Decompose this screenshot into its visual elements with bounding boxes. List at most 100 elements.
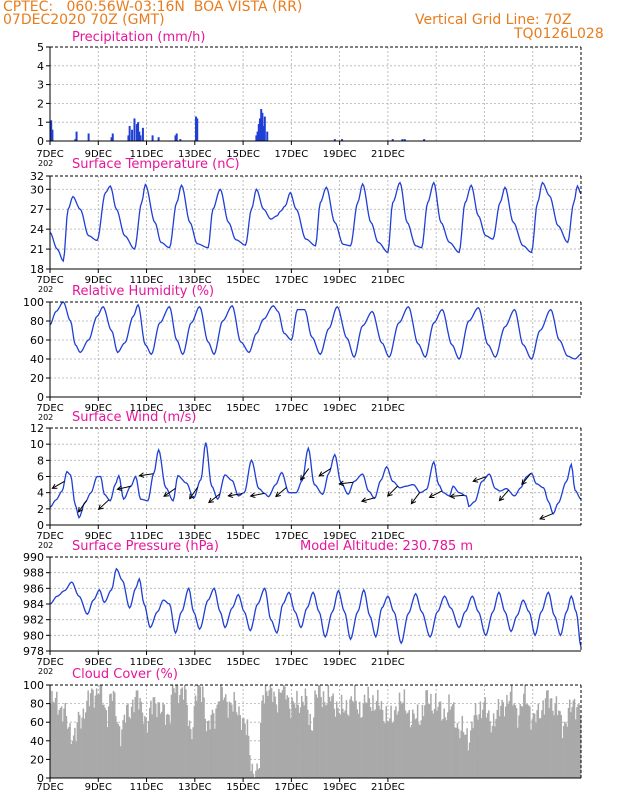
cloud-bar <box>361 717 363 778</box>
cloud-bar <box>196 700 198 778</box>
cloud-bar <box>494 726 496 778</box>
wind-arrow <box>300 468 310 481</box>
year-label: 202 <box>38 541 53 550</box>
x-tick-label: 19DEC <box>323 403 357 414</box>
cloud-bar <box>164 724 167 778</box>
cloud-bar <box>541 710 543 778</box>
cloud-bar <box>497 699 500 778</box>
cloud-bar <box>508 700 511 778</box>
cloud-bar <box>59 707 62 778</box>
cloud-bar <box>419 725 421 778</box>
cloud-bar <box>266 691 268 778</box>
cloud-bar <box>500 705 502 778</box>
wind-arrow <box>139 473 154 477</box>
x-tick-label: 15DEC <box>226 149 260 160</box>
cloud-bar <box>317 685 320 778</box>
cloud-bar <box>511 685 513 778</box>
rh-series-line <box>49 301 582 360</box>
cloud-bar <box>150 700 152 778</box>
cloud-bar <box>371 711 373 778</box>
temp-panel-title: Surface Temperature (nC) <box>72 157 240 172</box>
year-label: 202 <box>38 413 53 422</box>
cloud-bar <box>296 690 298 778</box>
cloud-bar <box>216 704 219 778</box>
wind-arrow <box>450 494 465 497</box>
cloud-bar <box>364 702 367 778</box>
pressure-series-line <box>49 567 582 648</box>
cloud-bar <box>252 773 255 778</box>
cloud-bar <box>215 708 217 778</box>
cloud-bar <box>130 706 133 778</box>
y-tick-label: 10 <box>30 438 44 451</box>
x-tick-label: 9DEC <box>85 149 112 160</box>
cloud-bar <box>303 705 305 778</box>
precip-bar <box>260 109 263 141</box>
cloud-bar <box>121 729 123 778</box>
cloud-bar <box>393 710 396 778</box>
precip-bar <box>401 139 404 141</box>
wind-arrow <box>361 497 376 502</box>
y-tick-label: 988 <box>23 567 44 580</box>
cloud-bar <box>68 727 70 778</box>
x-tick-label: 21DEC <box>371 275 405 286</box>
cloud-bar <box>368 698 371 778</box>
cloud-bar <box>350 696 353 778</box>
cloud-bar <box>454 727 456 778</box>
precip-bar <box>138 131 141 141</box>
cloud-bar <box>469 730 472 778</box>
cloud-bar <box>555 696 558 778</box>
cloud-bar <box>127 703 129 778</box>
cloud-bar <box>396 714 398 778</box>
y-tick-label: 21 <box>30 243 44 256</box>
precip-bar <box>157 137 160 141</box>
wind-series-line <box>49 442 582 520</box>
cloud-bar <box>424 705 426 778</box>
cloud-bar <box>285 699 287 778</box>
cloud-bar <box>275 704 278 778</box>
cloud-bar <box>504 706 507 778</box>
cloud-bar <box>117 724 120 778</box>
wind-arrow-head <box>51 483 58 489</box>
cloud-bar <box>297 704 299 778</box>
cloud-bar <box>151 714 153 778</box>
cloud-bar <box>56 691 58 778</box>
cloud-bar <box>75 741 77 778</box>
cloud-bar <box>492 713 495 778</box>
cloud-bar <box>478 714 480 778</box>
cloud-bar <box>442 718 444 778</box>
cloud-bar <box>208 720 210 778</box>
wind-arrow <box>275 487 287 497</box>
cloud-bar <box>171 685 174 778</box>
cloud-bar <box>489 721 491 778</box>
wind-arrow <box>339 481 354 485</box>
cloud-bar <box>232 711 234 778</box>
cloud-bar <box>292 701 295 778</box>
cloud-bar <box>384 723 386 778</box>
cloud-bar <box>270 688 273 778</box>
precip-bar <box>423 139 426 141</box>
y-tick-label: 20 <box>30 753 44 766</box>
cloud-bar <box>433 708 436 778</box>
x-tick-label: 13DEC <box>178 275 212 286</box>
wind-arrow <box>539 513 554 520</box>
cloud-bar <box>527 705 530 778</box>
cloud-bar <box>231 704 233 778</box>
cloud-bar <box>123 714 126 778</box>
cloud-bar <box>93 707 95 778</box>
cloud-bar <box>243 718 245 778</box>
precip-bar <box>131 129 134 141</box>
x-tick-label: 21DEC <box>371 531 405 542</box>
cloud-bar <box>229 702 232 778</box>
x-tick-label: 15DEC <box>226 275 260 286</box>
cloud-bar <box>401 703 403 778</box>
wind-arrow-head <box>116 485 123 492</box>
cloud-bar <box>302 701 304 778</box>
cloud-bar <box>227 717 229 778</box>
cloud-bar <box>51 690 53 778</box>
cloud-bar <box>349 699 351 778</box>
x-tick-label: 11DEC <box>130 782 164 793</box>
run-time-label: 07DEC2020 70Z (GMT) <box>3 12 165 28</box>
cloud-bar <box>408 710 410 778</box>
wind-arrow <box>387 485 398 497</box>
cloud-bar <box>63 708 65 778</box>
